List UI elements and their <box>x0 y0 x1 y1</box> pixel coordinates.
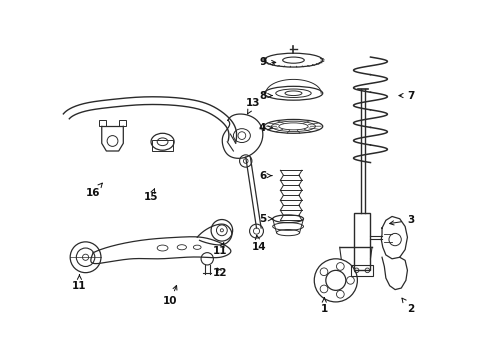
Text: 4: 4 <box>259 123 272 133</box>
Text: 6: 6 <box>259 171 272 181</box>
Text: 16: 16 <box>86 183 102 198</box>
Text: 3: 3 <box>390 215 414 225</box>
Text: 5: 5 <box>259 214 272 224</box>
Text: 10: 10 <box>163 285 177 306</box>
Text: 14: 14 <box>251 235 266 252</box>
Bar <box>98 120 106 126</box>
Text: 13: 13 <box>246 98 261 114</box>
Text: 9: 9 <box>259 58 276 67</box>
Text: 7: 7 <box>399 91 414 100</box>
Text: 8: 8 <box>259 91 272 100</box>
Bar <box>351 265 373 276</box>
Text: 2: 2 <box>402 298 414 314</box>
Text: 1: 1 <box>320 298 328 314</box>
Bar <box>152 140 173 151</box>
Bar <box>354 213 370 270</box>
Text: 11: 11 <box>213 243 227 256</box>
Text: 11: 11 <box>72 275 87 291</box>
Text: 15: 15 <box>144 189 158 202</box>
Bar <box>119 120 126 126</box>
Text: 12: 12 <box>213 267 227 278</box>
